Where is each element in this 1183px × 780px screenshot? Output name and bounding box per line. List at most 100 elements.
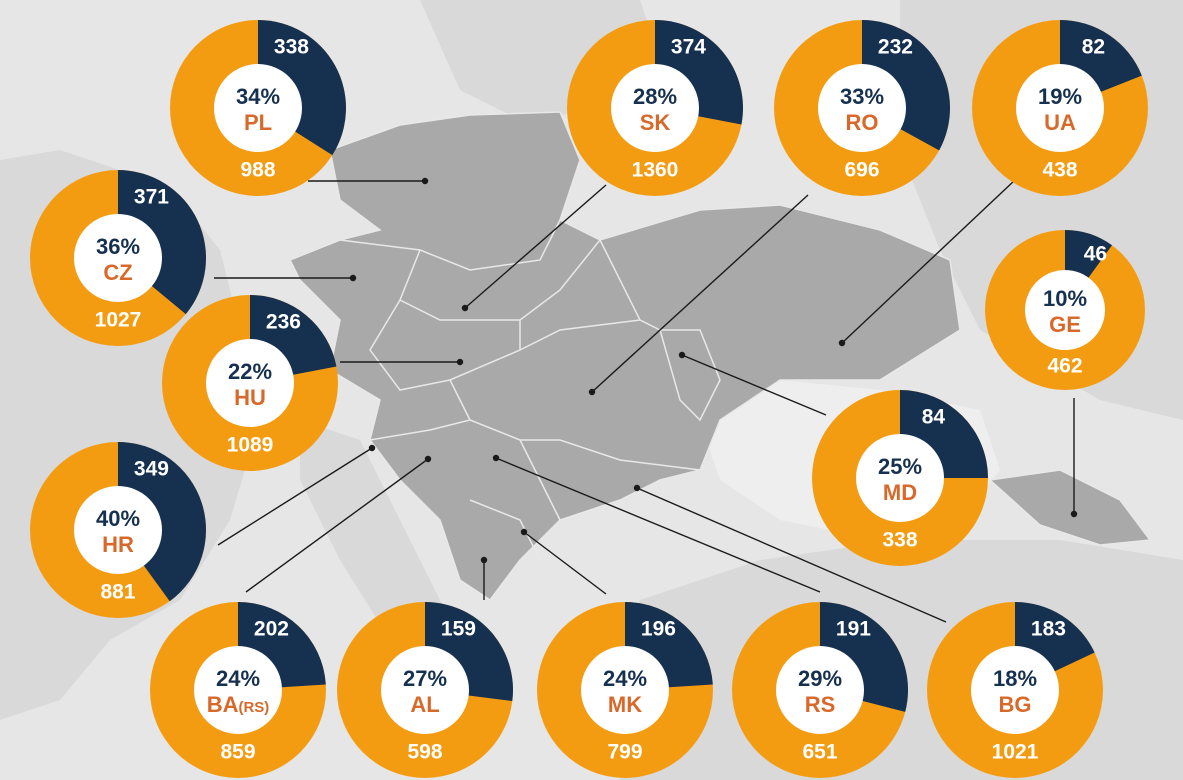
share-pct-label-ro: 33% — [840, 84, 884, 109]
share-pct-label-hr: 40% — [96, 506, 140, 531]
country-code-suffix-ba: (RS) — [238, 699, 269, 716]
country-code-ro: RO — [846, 110, 879, 135]
slice-share-cz — [118, 170, 207, 315]
total-value-label-cz: 1027 — [95, 309, 142, 332]
donut-hole-ba — [194, 646, 282, 734]
total-value-label-ge: 462 — [1047, 354, 1082, 377]
total-value-label-md: 338 — [882, 529, 917, 552]
leader-dot-rs — [492, 454, 500, 462]
leader-dot-ba — [424, 455, 432, 463]
donut-hole-ro — [818, 64, 906, 152]
country-code-label-cz: CZ — [103, 260, 132, 285]
leader-line-md — [681, 354, 827, 416]
map-moldova — [659, 329, 721, 422]
donut-cz: 36%CZ 371 1027 — [30, 170, 207, 346]
donut-hole-ua — [1016, 64, 1104, 152]
donut-hole-sk — [611, 64, 699, 152]
country-code-label-bg: BG — [999, 692, 1032, 717]
donut-hole-al — [381, 646, 469, 734]
share-value-label-ba: 202 — [254, 617, 289, 640]
share-value-label-hu: 236 — [266, 310, 301, 333]
share-value-label-md: 84 — [922, 405, 946, 428]
share-pct-label-bg: 18% — [993, 666, 1037, 691]
country-code-pl: PL — [244, 110, 272, 135]
leader-line-sk — [464, 184, 607, 309]
share-value-label-bg: 183 — [1031, 617, 1066, 640]
leader-dot-hr — [368, 444, 376, 452]
leader-dot-pl — [421, 177, 429, 185]
donut-pl: 34%PL 338 988 — [170, 20, 346, 196]
donut-hr: 40%HR 349 881 — [30, 442, 206, 618]
country-code-label-rs: RS — [805, 692, 836, 717]
country-code-label-ua: UA — [1044, 110, 1076, 135]
country-code-label-mk: MK — [608, 692, 642, 717]
donut-ba: 24%BA(RS) 202 859 — [150, 602, 326, 778]
donut-bg: 18%BG 183 1021 — [927, 602, 1103, 778]
country-code-label-hr: HR — [102, 532, 134, 557]
country-code-label-pl: PL — [244, 110, 272, 135]
country-code-cz: CZ — [103, 260, 132, 285]
share-pct-label-md: 25% — [878, 454, 922, 479]
total-value-label-pl: 988 — [240, 159, 275, 182]
country-code-ba: BA — [207, 692, 239, 717]
share-pct-label-ge: 10% — [1043, 286, 1087, 311]
share-value-label-pl: 338 — [274, 35, 309, 58]
country-code-label-al: AL — [410, 692, 439, 717]
country-code-label-ba: BA(RS) — [207, 692, 270, 717]
donut-hole-hr — [74, 486, 162, 574]
share-pct-label-sk: 28% — [633, 84, 677, 109]
donut-sk: 28%SK 374 1360 — [567, 20, 743, 196]
country-code-ge: GE — [1049, 312, 1081, 337]
donut-md: 25%MD 84 338 — [812, 390, 988, 566]
leader-line-rs — [495, 457, 821, 593]
total-value-label-rs: 651 — [802, 741, 837, 764]
share-pct-label-ua: 19% — [1038, 84, 1082, 109]
donut-hu: 22%HU 236 1089 — [162, 295, 338, 471]
country-code-bg: BG — [999, 692, 1032, 717]
total-value-label-hu: 1089 — [227, 434, 274, 457]
country-code-hr: HR — [102, 532, 134, 557]
country-code-md: MD — [883, 480, 917, 505]
total-value-label-ro: 696 — [844, 159, 879, 182]
donut-al: 27%AL 159 598 — [337, 602, 513, 778]
share-pct-label-cz: 36% — [96, 234, 140, 259]
share-pct-label-mk: 24% — [603, 666, 647, 691]
leader-line-ro — [591, 194, 809, 393]
donut-hole-pl — [214, 64, 302, 152]
donut-hole-ge — [1025, 270, 1105, 350]
donut-ua: 19%UA 82 438 — [972, 20, 1148, 196]
leader-dot-hu — [456, 358, 464, 366]
share-pct-label-pl: 34% — [236, 84, 280, 109]
total-value-label-mk: 799 — [607, 741, 642, 764]
share-value-label-sk: 374 — [671, 35, 706, 58]
leader-line-ba — [245, 458, 429, 593]
share-pct-label-hu: 22% — [228, 359, 272, 384]
leader-dot-ua — [838, 339, 846, 347]
share-pct-label-al: 27% — [403, 666, 447, 691]
total-value-label-ba: 859 — [220, 741, 255, 764]
leader-dot-al — [480, 556, 488, 564]
country-code-label-sk: SK — [640, 110, 671, 135]
country-code-hu: HU — [234, 385, 266, 410]
country-code-label-md: MD — [883, 480, 917, 505]
country-code-al: AL — [410, 692, 439, 717]
total-value-label-ua: 438 — [1042, 159, 1077, 182]
country-code-ua: UA — [1044, 110, 1076, 135]
share-value-label-cz: 371 — [134, 185, 169, 208]
leader-dot-md — [678, 351, 686, 359]
country-code-mk: MK — [608, 692, 642, 717]
map-georgia — [988, 469, 1152, 546]
leader-line-mk — [523, 531, 607, 595]
share-pct-label-ba: 24% — [216, 666, 260, 691]
donut-hole-hu — [206, 339, 294, 427]
donut-ge: 10%GE 46 462 — [985, 230, 1145, 390]
share-value-label-ge: 46 — [1084, 242, 1107, 265]
leader-dot-sk — [461, 304, 469, 312]
leader-dot-ro — [588, 388, 596, 396]
leader-dot-ge — [1070, 510, 1078, 518]
donut-hole-md — [856, 434, 944, 522]
donut-mk: 24%MK 196 799 — [537, 602, 713, 778]
